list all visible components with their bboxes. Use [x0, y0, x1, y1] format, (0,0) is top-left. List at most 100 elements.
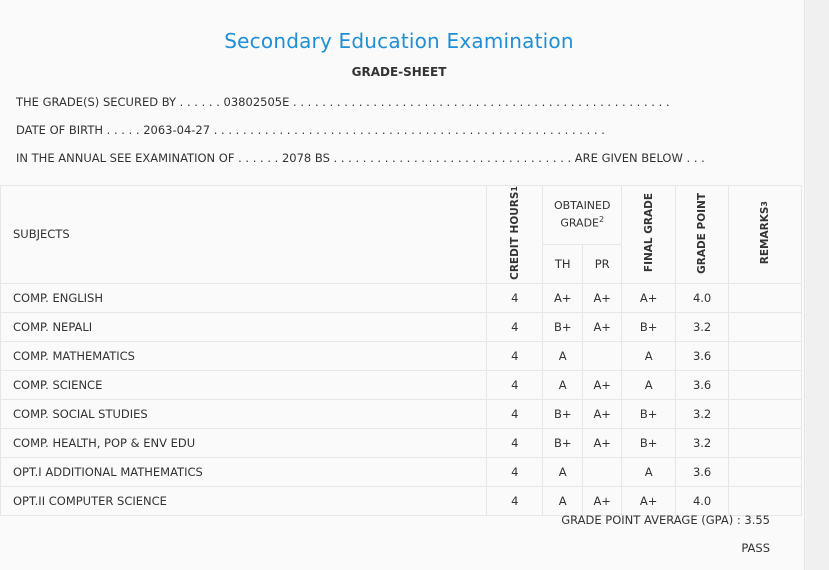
- grade-point-cell: 3.6: [675, 369, 730, 400]
- symbol-number: 03802505E: [223, 95, 290, 109]
- pr-grade-cell: A+: [582, 485, 623, 516]
- pr-grade-cell: A+: [582, 369, 623, 400]
- table-row: COMP. SOCIAL STUDIES 4 B+ A+ B+ 3.2: [0, 398, 802, 429]
- final-grade-cell: A+: [621, 282, 677, 313]
- obtained-grade-footnote: 2: [599, 215, 605, 225]
- subject-cell: COMP. MATHEMATICS: [0, 340, 488, 371]
- remarks-cell: [728, 369, 802, 400]
- info-line-name-prefix: THE GRADE(S) SECURED BY . . . . . .: [16, 95, 220, 109]
- remarks-header-label: REMARKS: [759, 206, 772, 265]
- pr-header: PR: [582, 243, 623, 284]
- exam-year: 2078 BS: [281, 151, 330, 165]
- final-grade-cell: B+: [621, 427, 677, 458]
- final-grade-cell: B+: [621, 398, 677, 429]
- grade-point-header: GRADE POINT: [675, 185, 730, 284]
- final-grade-header-label: FINAL GRADE: [642, 193, 655, 273]
- table-row: COMP. ENGLISH 4 A+ A+ A+ 4.0: [0, 282, 802, 313]
- info-line-exam-suffix: . . . . . . . . . . . . . . . . . . . . …: [333, 151, 705, 165]
- pr-grade-cell: A+: [582, 311, 623, 342]
- table-header-row: SUBJECTS CREDIT HOURS1 OBTAINED GRADE2 F…: [0, 185, 802, 284]
- final-grade-cell: A: [621, 369, 677, 400]
- credit-hours-cell: 4: [486, 398, 544, 429]
- obtained-grade-header-label: OBTAINED GRADE: [553, 199, 611, 230]
- grade-point-cell: 3.6: [675, 340, 730, 371]
- result-status: PASS: [741, 541, 770, 555]
- grade-point-cell: 4.0: [675, 282, 730, 313]
- pr-grade-cell: A+: [582, 427, 623, 458]
- remarks-cell: [728, 340, 802, 371]
- grade-point-cell: 3.2: [675, 398, 730, 429]
- credit-hours-cell: 4: [486, 369, 544, 400]
- credit-hours-cell: 4: [486, 340, 544, 371]
- grade-point-cell: 4.0: [675, 485, 730, 516]
- page-title: Secondary Education Examination: [224, 29, 574, 53]
- th-grade-cell: A: [542, 369, 584, 400]
- grade-point-cell: 3.6: [675, 456, 730, 487]
- th-grade-cell: A: [542, 340, 584, 371]
- remarks-header: REMARKS3: [728, 185, 802, 284]
- table-row: COMP. MATHEMATICS 4 A A 3.6: [0, 340, 802, 371]
- final-grade-cell: A+: [621, 485, 677, 516]
- th-grade-cell: B+: [542, 427, 584, 458]
- final-grade-cell: A: [621, 456, 677, 487]
- credit-hours-header: CREDIT HOURS1: [486, 185, 544, 284]
- table-row: OPT.II COMPUTER SCIENCE 4 A A+ A+ 4.0: [0, 485, 802, 516]
- remarks-cell: [728, 485, 802, 516]
- info-line-name-suffix: . . . . . . . . . . . . . . . . . . . . …: [293, 95, 670, 109]
- info-line-exam: IN THE ANNUAL SEE EXAMINATION OF . . . .…: [16, 151, 705, 165]
- th-grade-cell: B+: [542, 311, 584, 342]
- subject-cell: COMP. SOCIAL STUDIES: [0, 398, 488, 429]
- remarks-cell: [728, 427, 802, 458]
- remarks-cell: [728, 398, 802, 429]
- info-line-exam-prefix: IN THE ANNUAL SEE EXAMINATION OF . . . .…: [16, 151, 279, 165]
- subject-cell: OPT.I ADDITIONAL MATHEMATICS: [0, 456, 488, 487]
- subject-cell: COMP. ENGLISH: [0, 282, 488, 313]
- page-side-strip: [806, 0, 829, 570]
- credit-hours-cell: 4: [486, 456, 544, 487]
- info-line-name: THE GRADE(S) SECURED BY . . . . . . 0380…: [16, 95, 670, 109]
- subject-cell: OPT.II COMPUTER SCIENCE: [0, 485, 488, 516]
- final-grade-cell: B+: [621, 311, 677, 342]
- th-grade-cell: A+: [542, 282, 584, 313]
- remarks-cell: [728, 282, 802, 313]
- gpa-value: 3.55: [744, 513, 770, 527]
- final-grade-header: FINAL GRADE: [621, 185, 677, 284]
- table-subheader-row: TH PR: [1, 243, 802, 284]
- date-of-birth: 2063-04-27: [143, 123, 211, 137]
- table-row: COMP. NEPALI 4 B+ A+ B+ 3.2: [0, 311, 802, 342]
- th-grade-cell: A: [542, 485, 584, 516]
- table-row: COMP. HEALTH, POP & ENV EDU 4 B+ A+ B+ 3.2: [0, 427, 802, 458]
- gpa-summary: GRADE POINT AVERAGE (GPA) : 3.55: [561, 513, 770, 527]
- info-line-dob-suffix: . . . . . . . . . . . . . . . . . . . . …: [213, 123, 605, 137]
- grade-point-cell: 3.2: [675, 427, 730, 458]
- subject-cell: COMP. NEPALI: [0, 311, 488, 342]
- grade-point-header-label: GRADE POINT: [696, 192, 709, 274]
- credit-hours-footnote: 1: [509, 186, 519, 192]
- info-line-dob-prefix: DATE OF BIRTH . . . . .: [16, 123, 140, 137]
- credit-hours-header-label: CREDIT HOURS: [508, 191, 521, 280]
- info-line-dob: DATE OF BIRTH . . . . . 2063-04-27 . . .…: [16, 123, 605, 137]
- credit-hours-cell: 4: [486, 311, 544, 342]
- table-row: COMP. SCIENCE 4 A A+ A 3.6: [0, 369, 802, 400]
- credit-hours-cell: 4: [486, 485, 544, 516]
- subjects-header: SUBJECTS: [0, 185, 488, 284]
- th-grade-cell: B+: [542, 398, 584, 429]
- credit-hours-cell: 4: [486, 427, 544, 458]
- remarks-cell: [728, 311, 802, 342]
- subject-cell: COMP. SCIENCE: [0, 369, 488, 400]
- obtained-grade-header: OBTAINED GRADE2: [542, 185, 623, 245]
- table-row: OPT.I ADDITIONAL MATHEMATICS 4 A A 3.6: [0, 456, 802, 487]
- remarks-footnote: 3: [760, 201, 770, 207]
- credit-hours-cell: 4: [486, 282, 544, 313]
- grade-point-cell: 3.2: [675, 311, 730, 342]
- pr-grade-cell: [582, 340, 623, 371]
- th-grade-cell: A: [542, 456, 584, 487]
- grade-sheet: Secondary Education Examination GRADE-SH…: [0, 0, 805, 570]
- grades-table: SUBJECTS CREDIT HOURS1 OBTAINED GRADE2 F…: [0, 185, 802, 516]
- pr-grade-cell: A+: [582, 398, 623, 429]
- remarks-cell: [728, 456, 802, 487]
- page-subtitle: GRADE-SHEET: [351, 65, 447, 79]
- th-header: TH: [542, 243, 584, 284]
- pr-grade-cell: A+: [582, 282, 623, 313]
- gpa-label: GRADE POINT AVERAGE (GPA) :: [561, 513, 741, 527]
